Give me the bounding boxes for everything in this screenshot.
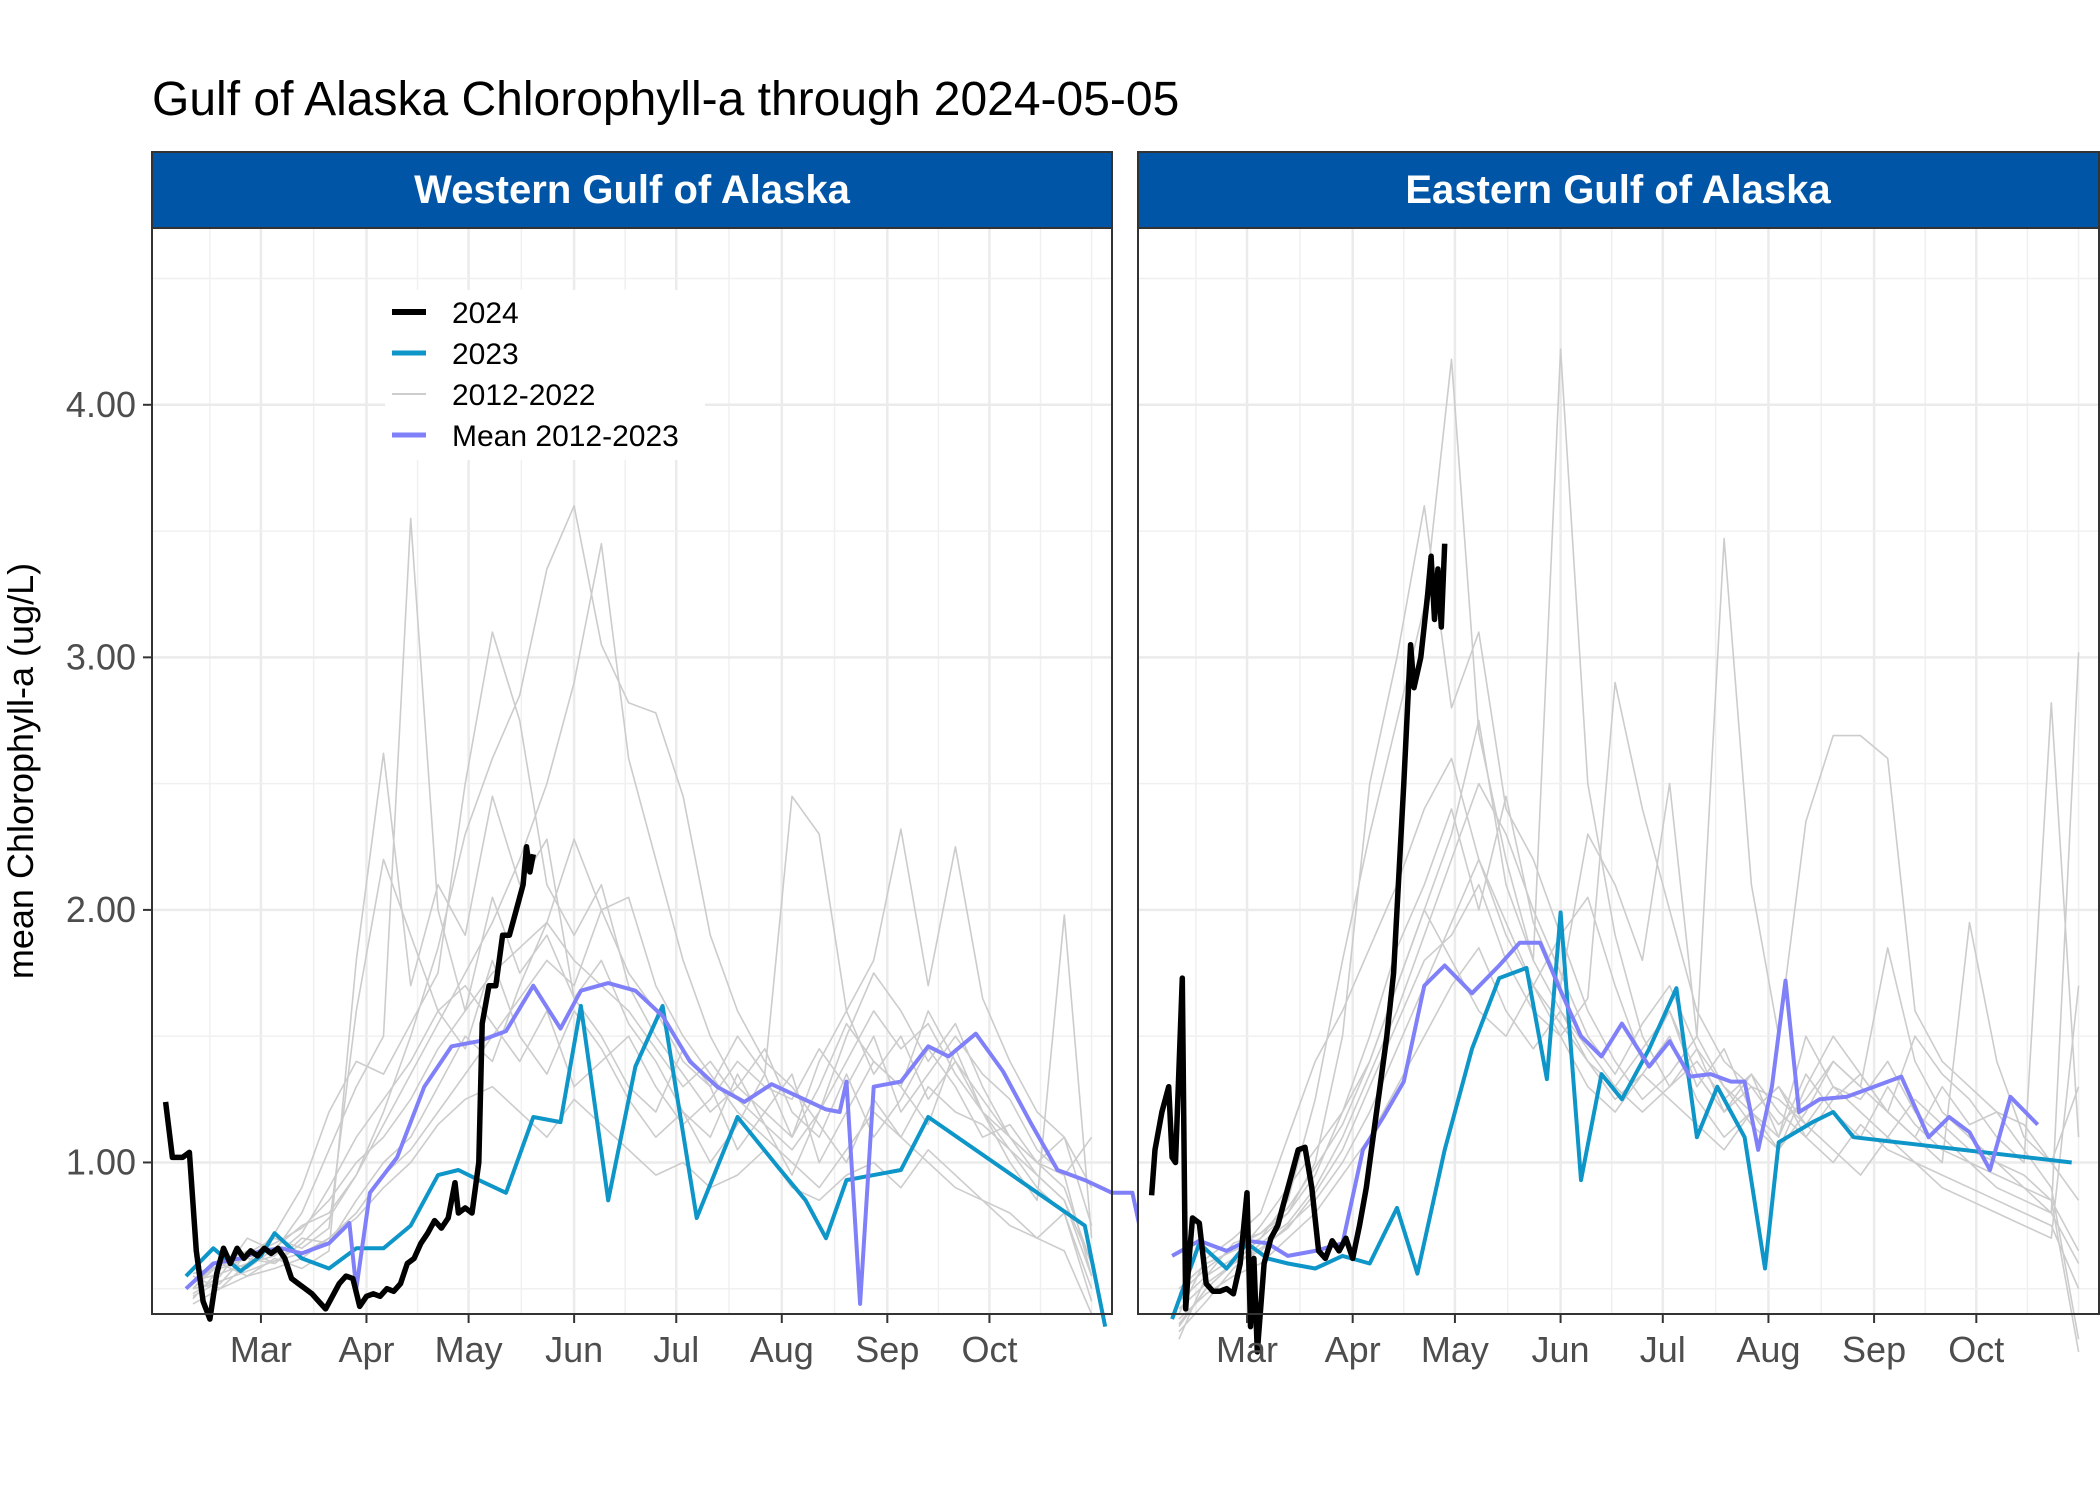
x-tick-label: Aug xyxy=(1736,1329,1800,1370)
series-line-history xyxy=(192,752,1093,1285)
x-tick-label: Oct xyxy=(1948,1329,2004,1370)
x-tick-label: Sep xyxy=(855,1329,919,1370)
x-tick-label: Oct xyxy=(961,1329,1017,1370)
panel-strip xyxy=(1137,151,2100,229)
x-tick-label: May xyxy=(435,1329,503,1370)
series-group xyxy=(1148,348,2080,1355)
x-tick-label: Mar xyxy=(1216,1329,1278,1370)
y-axis: 1.00 2.00 3.00 4.00 xyxy=(66,384,152,1182)
legend-background xyxy=(385,290,705,460)
legend-label-mean: Mean 2012-2023 xyxy=(452,420,679,453)
panel-title: Eastern Gulf of Alaska xyxy=(1405,168,1831,212)
x-tick-label: Jun xyxy=(545,1329,603,1370)
x-axis: Mar Apr May Jun Jul Aug Sep Oct xyxy=(1216,1314,2004,1370)
panel-western: Western Gulf of Alaska Mar Apr May Jun Jul Au… xyxy=(66,151,1155,1370)
panel-eastern: Eastern Gulf of Alaska Mar Apr May Jun Jul Au… xyxy=(1137,151,2100,1370)
y-tick-label: 4.00 xyxy=(66,384,136,425)
x-tick-label: Aug xyxy=(750,1329,814,1370)
x-tick-label: Jun xyxy=(1532,1329,1590,1370)
series-group xyxy=(162,504,1155,1327)
series-line-history xyxy=(1178,537,2080,1315)
chart-title: Gulf of Alaska Chlorophyll-a through 202… xyxy=(152,73,1179,126)
legend-label-2024: 2024 xyxy=(452,297,519,330)
x-tick-label: Apr xyxy=(338,1329,394,1370)
y-axis-title: mean Chlorophyll-a (ug/L) xyxy=(0,563,41,979)
x-axis: Mar Apr May Jun Jul Aug Sep Oct xyxy=(230,1314,1017,1370)
series-line-history xyxy=(192,896,1093,1305)
panel-strip xyxy=(151,151,1113,229)
y-tick-label: 1.00 xyxy=(66,1141,136,1182)
series-line-history xyxy=(192,504,1093,1290)
legend-label-history: 2012-2022 xyxy=(452,379,595,412)
series-line-history xyxy=(1178,719,2080,1295)
series-line-history xyxy=(192,542,1093,1290)
series-line-history xyxy=(1178,858,2080,1325)
x-tick-label: May xyxy=(1421,1329,1489,1370)
panel-title: Western Gulf of Alaska xyxy=(414,168,850,212)
series-line-history xyxy=(1178,701,2080,1302)
series-line-history xyxy=(1178,681,2080,1310)
x-tick-label: Sep xyxy=(1842,1329,1906,1370)
legend: 2024 2023 2012-2022 Mean 2012-2023 xyxy=(385,290,705,460)
series-line-history xyxy=(192,921,1093,1277)
series-line-history xyxy=(192,795,1093,1290)
y-tick-label: 3.00 xyxy=(66,636,136,677)
x-tick-label: Apr xyxy=(1325,1329,1381,1370)
legend-label-2023: 2023 xyxy=(452,338,519,371)
series-line-y2024 xyxy=(1148,543,1448,1355)
x-tick-label: Jul xyxy=(653,1329,699,1370)
series-line-history xyxy=(1178,348,2080,1353)
series-line-y2024 xyxy=(162,844,537,1322)
x-tick-label: Mar xyxy=(230,1329,292,1370)
series-line-history xyxy=(1178,782,2080,1333)
series-line-y2023 xyxy=(1170,910,2072,1320)
series-line-history xyxy=(192,828,1093,1300)
series-line-history xyxy=(192,631,1093,1290)
series-line-mean xyxy=(184,981,1155,1306)
y-tick-label: 2.00 xyxy=(66,889,136,930)
x-tick-label: Jul xyxy=(1640,1329,1686,1370)
